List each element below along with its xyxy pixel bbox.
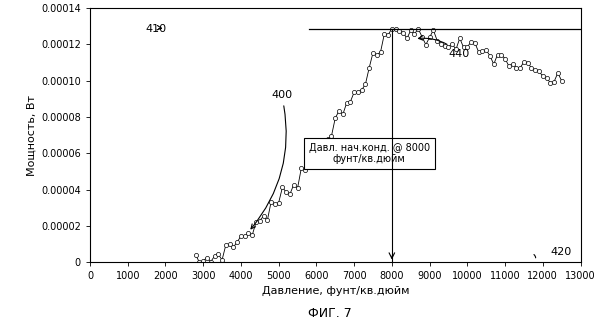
Text: 420: 420 xyxy=(550,247,572,257)
Text: 410: 410 xyxy=(145,25,167,35)
Text: 440: 440 xyxy=(418,36,470,59)
Text: Давл. нач.конд. @ 8000
фунт/кв.дюйм: Давл. нач.конд. @ 8000 фунт/кв.дюйм xyxy=(308,143,430,164)
X-axis label: Давление, фунт/кв.дюйм: Давление, фунт/кв.дюйм xyxy=(262,285,409,296)
Text: ФИГ. 7: ФИГ. 7 xyxy=(308,307,352,320)
Text: 400: 400 xyxy=(251,90,292,229)
Y-axis label: Мощность, Вт: Мощность, Вт xyxy=(27,95,37,176)
